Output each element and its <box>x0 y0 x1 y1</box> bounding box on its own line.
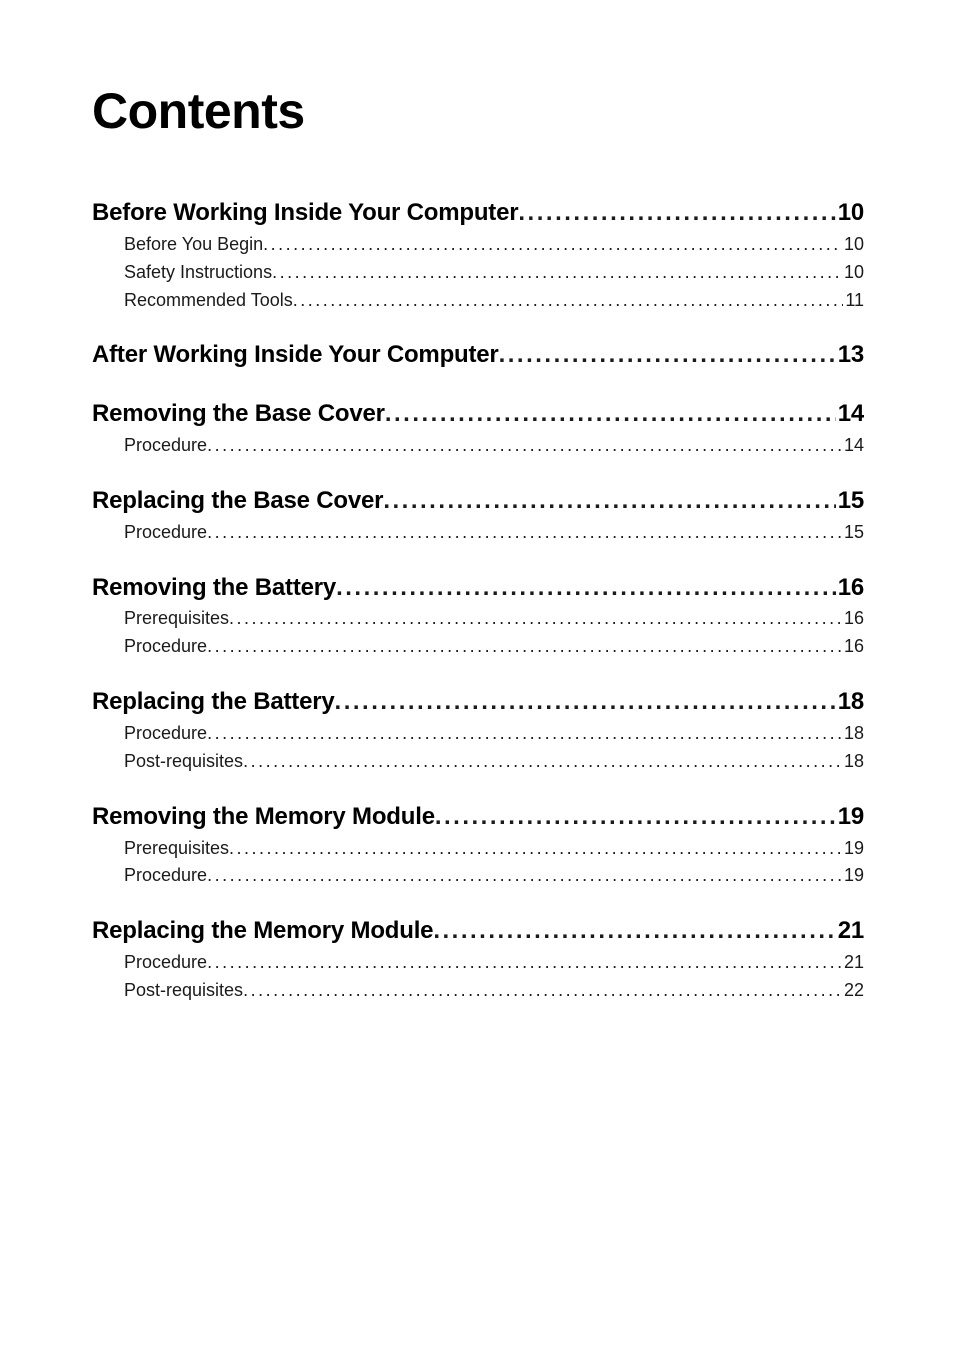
toc-leader-dots: ........................................… <box>336 571 836 606</box>
toc-item-page: 11 <box>843 287 864 315</box>
toc-section: Replacing the Memory Module ............… <box>92 914 864 1005</box>
toc-heading-page: 14 <box>836 397 864 432</box>
toc-leader-dots: ........................................… <box>207 519 842 547</box>
toc-item-label: Procedure <box>124 720 207 748</box>
toc-item-row[interactable]: Procedure ..............................… <box>92 633 864 661</box>
toc-item-label: Procedure <box>124 432 207 460</box>
toc-leader-dots: ........................................… <box>433 914 835 949</box>
toc-item-label: Safety Instructions <box>124 259 272 287</box>
toc-heading-label: Replacing the Memory Module <box>92 914 433 949</box>
toc-heading-page: 19 <box>836 800 864 835</box>
toc-leader-dots: ........................................… <box>207 633 842 661</box>
toc-leader-dots: ........................................… <box>229 835 842 863</box>
toc-item-label: Post-requisites <box>124 748 243 776</box>
toc-leader-dots: ........................................… <box>272 259 842 287</box>
toc-item-page: 19 <box>842 835 864 863</box>
toc-leader-dots: ........................................… <box>207 949 842 977</box>
toc-leader-dots: ........................................… <box>207 862 842 890</box>
toc-leader-dots: ........................................… <box>243 748 842 776</box>
toc-leader-dots: ........................................… <box>335 685 836 720</box>
toc-heading-page: 16 <box>836 571 864 606</box>
toc-item-row[interactable]: Safety Instructions ....................… <box>92 259 864 287</box>
toc-heading-label: Replacing the Battery <box>92 685 335 720</box>
toc-item-row[interactable]: Prerequisites ..........................… <box>92 605 864 633</box>
toc-heading-label: Removing the Battery <box>92 571 336 606</box>
toc-item-page: 16 <box>842 633 864 661</box>
toc-item-label: Post-requisites <box>124 977 243 1005</box>
toc-item-page: 18 <box>842 748 864 776</box>
toc-item-row[interactable]: Procedure ..............................… <box>92 862 864 890</box>
toc-item-label: Procedure <box>124 519 207 547</box>
toc-leader-dots: ........................................… <box>383 484 835 519</box>
toc-leader-dots: ........................................… <box>518 196 835 231</box>
toc-item-row[interactable]: Before You Begin .......................… <box>92 231 864 259</box>
toc-heading-page: 13 <box>836 338 864 373</box>
toc-leader-dots: ........................................… <box>499 338 836 373</box>
table-of-contents: Before Working Inside Your Computer ....… <box>92 196 864 1005</box>
toc-heading-row[interactable]: After Working Inside Your Computer .....… <box>92 338 864 373</box>
toc-item-label: Procedure <box>124 949 207 977</box>
toc-heading-row[interactable]: Removing the Base Cover ................… <box>92 397 864 432</box>
toc-heading-label: Replacing the Base Cover <box>92 484 383 519</box>
toc-item-page: 18 <box>842 720 864 748</box>
toc-section: Removing the Battery ...................… <box>92 571 864 662</box>
toc-item-label: Prerequisites <box>124 835 229 863</box>
toc-item-row[interactable]: Post-requisites ........................… <box>92 748 864 776</box>
toc-item-page: 22 <box>842 977 864 1005</box>
toc-heading-row[interactable]: Before Working Inside Your Computer ....… <box>92 196 864 231</box>
toc-heading-label: After Working Inside Your Computer <box>92 338 499 373</box>
toc-item-page: 14 <box>842 432 864 460</box>
toc-heading-row[interactable]: Replacing the Base Cover ...............… <box>92 484 864 519</box>
toc-heading-label: Before Working Inside Your Computer <box>92 196 518 231</box>
toc-section: Before Working Inside Your Computer ....… <box>92 196 864 314</box>
toc-item-page: 21 <box>842 949 864 977</box>
toc-leader-dots: ........................................… <box>229 605 842 633</box>
toc-item-label: Prerequisites <box>124 605 229 633</box>
toc-item-row[interactable]: Recommended Tools ......................… <box>92 287 864 315</box>
page-title: Contents <box>92 82 864 140</box>
toc-section: After Working Inside Your Computer .....… <box>92 338 864 373</box>
toc-item-page: 15 <box>842 519 864 547</box>
toc-section: Replacing the Base Cover ...............… <box>92 484 864 547</box>
toc-item-label: Before You Begin <box>124 231 263 259</box>
toc-item-label: Procedure <box>124 862 207 890</box>
toc-leader-dots: ........................................… <box>243 977 842 1005</box>
toc-section: Removing the Memory Module .............… <box>92 800 864 891</box>
toc-item-row[interactable]: Procedure ..............................… <box>92 519 864 547</box>
toc-section: Removing the Base Cover ................… <box>92 397 864 460</box>
toc-heading-label: Removing the Memory Module <box>92 800 435 835</box>
toc-item-row[interactable]: Prerequisites ..........................… <box>92 835 864 863</box>
toc-heading-page: 18 <box>836 685 864 720</box>
toc-item-page: 16 <box>842 605 864 633</box>
toc-leader-dots: ........................................… <box>385 397 836 432</box>
toc-leader-dots: ........................................… <box>435 800 836 835</box>
toc-item-row[interactable]: Procedure ..............................… <box>92 949 864 977</box>
toc-item-page: 19 <box>842 862 864 890</box>
toc-item-row[interactable]: Procedure ..............................… <box>92 432 864 460</box>
toc-heading-label: Removing the Base Cover <box>92 397 385 432</box>
toc-leader-dots: ........................................… <box>293 287 844 315</box>
toc-heading-page: 21 <box>836 914 864 949</box>
toc-leader-dots: ........................................… <box>263 231 842 259</box>
toc-section: Replacing the Battery ..................… <box>92 685 864 776</box>
toc-item-page: 10 <box>842 259 864 287</box>
toc-item-row[interactable]: Post-requisites ........................… <box>92 977 864 1005</box>
toc-leader-dots: ........................................… <box>207 432 842 460</box>
toc-heading-row[interactable]: Replacing the Battery ..................… <box>92 685 864 720</box>
toc-item-label: Procedure <box>124 633 207 661</box>
toc-heading-row[interactable]: Replacing the Memory Module ............… <box>92 914 864 949</box>
toc-leader-dots: ........................................… <box>207 720 842 748</box>
toc-heading-row[interactable]: Removing the Memory Module .............… <box>92 800 864 835</box>
toc-item-row[interactable]: Procedure ..............................… <box>92 720 864 748</box>
toc-heading-page: 10 <box>836 196 864 231</box>
toc-heading-row[interactable]: Removing the Battery ...................… <box>92 571 864 606</box>
toc-item-label: Recommended Tools <box>124 287 293 315</box>
toc-item-page: 10 <box>842 231 864 259</box>
toc-heading-page: 15 <box>836 484 864 519</box>
